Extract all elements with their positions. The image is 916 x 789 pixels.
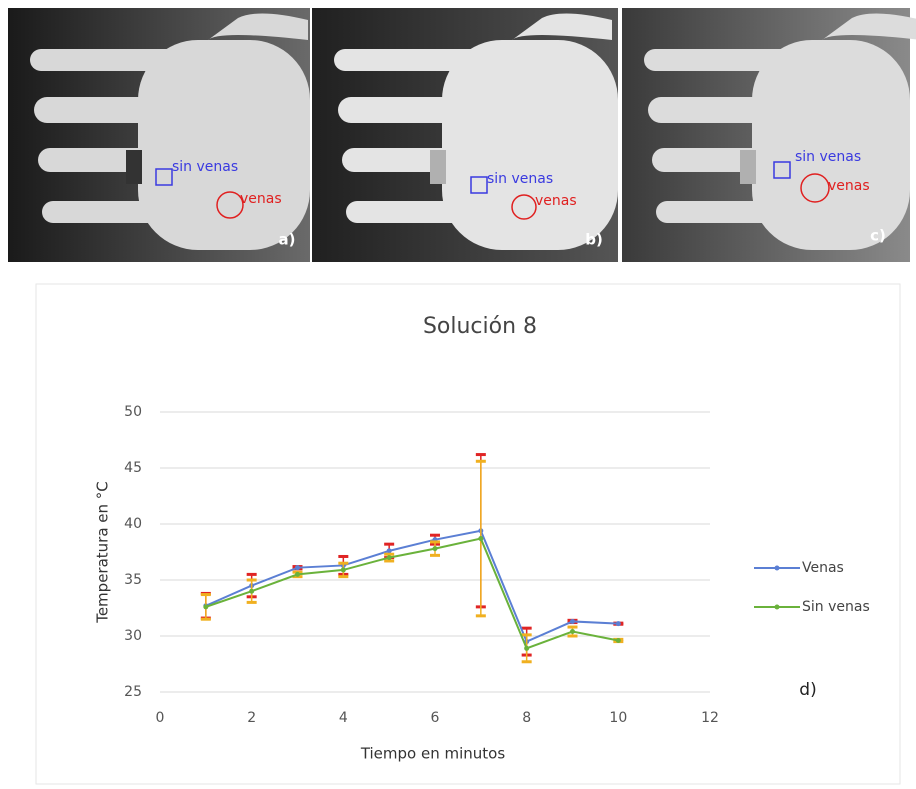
panel-label: d)	[799, 680, 816, 700]
y-tick-label: 35	[124, 572, 142, 588]
roi-square-label: sin venas	[795, 149, 861, 165]
x-tick-label: 6	[431, 710, 440, 726]
image-label: a)	[279, 231, 296, 249]
roi-circle-label: venas	[535, 193, 577, 209]
y-tick-label: 30	[124, 628, 142, 644]
data-point	[615, 621, 621, 627]
hand-finger	[30, 49, 190, 71]
legend-marker	[774, 565, 780, 571]
roi-circle-label: venas	[828, 178, 870, 194]
hand-palm	[752, 40, 910, 250]
data-point	[570, 618, 575, 624]
data-point	[570, 629, 575, 635]
legend-label: Venas	[802, 560, 844, 576]
roi-square	[773, 161, 791, 179]
x-tick-label: 4	[339, 710, 348, 726]
x-tick-label: 8	[522, 710, 531, 726]
y-tick-label: 50	[124, 404, 142, 420]
data-point	[478, 536, 484, 542]
hand-finger	[346, 201, 506, 223]
ring	[430, 150, 446, 184]
data-point	[203, 604, 209, 610]
hand-finger	[644, 49, 804, 71]
hand-finger	[34, 97, 194, 123]
data-point	[432, 546, 438, 552]
roi-circle	[800, 173, 830, 203]
hand-finger	[342, 148, 502, 172]
hand-shape	[512, 13, 612, 40]
roi-square	[155, 168, 173, 186]
legend-label: Sin venas	[802, 599, 870, 615]
hand-palm	[442, 40, 618, 250]
roi-square	[470, 176, 488, 194]
hand-finger	[334, 49, 494, 71]
chart-title: Solución 8	[423, 314, 537, 339]
hand-finger	[648, 97, 808, 123]
data-point	[295, 571, 300, 577]
x-tick-label: 10	[609, 710, 627, 726]
thermal-image: sin venas venas c)	[622, 8, 916, 262]
hand-palm	[138, 40, 310, 250]
hand-shape	[208, 13, 308, 40]
hand-finger	[652, 148, 812, 172]
data-point	[340, 567, 346, 573]
x-tick-label: 0	[156, 710, 165, 726]
y-tick-label: 25	[124, 684, 142, 700]
series-line	[205, 529, 619, 643]
ring	[740, 150, 756, 184]
roi-square-label: sin venas	[172, 159, 238, 175]
hand-shape	[822, 13, 916, 40]
hand-finger	[338, 97, 498, 123]
hand-finger	[38, 148, 198, 172]
data-point	[524, 645, 530, 651]
roi-circle	[511, 194, 537, 220]
hand-finger	[42, 201, 202, 223]
x-tick-label: 12	[701, 710, 719, 726]
ring	[126, 150, 142, 184]
data-point	[249, 588, 255, 594]
y-tick-label: 40	[124, 516, 142, 532]
x-axis-label: Tiempo en minutos	[360, 745, 506, 763]
roi-square-label: sin venas	[487, 171, 553, 187]
image-label: c)	[870, 227, 886, 245]
data-point	[386, 548, 392, 554]
roi-circle	[216, 191, 244, 219]
x-tick-label: 2	[247, 710, 256, 726]
hand-finger	[656, 201, 816, 223]
y-axis-label: Temperatura en °C	[94, 481, 112, 624]
legend-marker	[774, 604, 780, 610]
data-point	[615, 637, 621, 643]
data-point	[386, 555, 392, 561]
data-point	[295, 565, 300, 571]
series-line	[205, 537, 619, 650]
y-tick-label: 45	[124, 460, 142, 476]
thermal-image: sin venas venas b)	[312, 8, 618, 262]
image-label: b)	[585, 231, 603, 249]
roi-circle-label: venas	[240, 191, 282, 207]
